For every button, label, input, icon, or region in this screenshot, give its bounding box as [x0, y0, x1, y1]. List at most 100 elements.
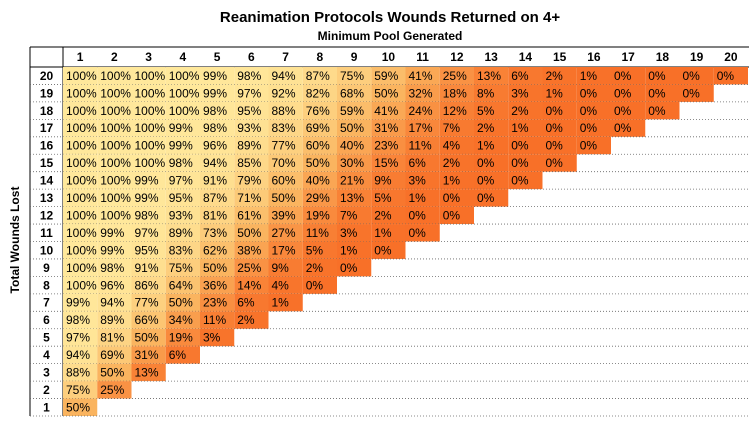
cell-bg [302, 276, 337, 294]
cell-bg [268, 154, 303, 172]
cell-bg [131, 154, 166, 172]
cell-value: 96% [203, 139, 227, 153]
cell-value: 62% [203, 243, 227, 257]
cell-bg [268, 119, 303, 137]
cell-value: 6% [511, 69, 529, 83]
cell-value: 100% [66, 261, 97, 275]
cell-value: 3% [203, 331, 221, 345]
column-header: 12 [450, 50, 464, 64]
cell-value: 50% [374, 86, 398, 100]
cell-value: 1% [340, 243, 358, 257]
cell-bg [542, 84, 577, 102]
column-header: 11 [416, 50, 429, 64]
cell-bg [165, 224, 200, 242]
cell-bg [474, 101, 509, 120]
cell-value: 50% [169, 296, 193, 310]
cell-value: 100% [135, 69, 166, 83]
cell-value: 7% [443, 121, 461, 135]
cell-bg [474, 67, 509, 85]
cell-value: 99% [135, 191, 159, 205]
cell-bg [439, 154, 474, 172]
cell-value: 6% [169, 348, 187, 362]
cell-value: 100% [100, 121, 131, 135]
cell-bg [234, 206, 269, 225]
cell-bg [371, 84, 406, 102]
cell-bg [337, 84, 372, 102]
cell-bg [337, 206, 372, 225]
cell-bg [97, 136, 132, 155]
cell-bg [268, 67, 303, 85]
cell-value: 83% [169, 243, 193, 257]
cell-value: 19% [306, 208, 330, 222]
cell-value: 6% [237, 296, 255, 310]
cell-value: 0% [717, 69, 735, 83]
cell-bg [302, 136, 337, 155]
cell-bg [302, 224, 337, 242]
cell-value: 99% [100, 243, 124, 257]
cell-value: 40% [340, 139, 364, 153]
cell-value: 50% [203, 261, 227, 275]
cell-value: 0% [614, 69, 632, 83]
cell-bg [234, 293, 269, 312]
cell-value: 0% [340, 261, 358, 275]
cell-value: 14% [237, 278, 261, 292]
cell-value: 8% [477, 86, 495, 100]
cell-bg [234, 84, 269, 102]
cell-value: 69% [100, 348, 124, 362]
cell-bg [165, 171, 200, 190]
cell-value: 0% [546, 121, 564, 135]
cell-bg [302, 241, 337, 259]
cell-value: 0% [580, 139, 598, 153]
cell-value: 87% [306, 69, 330, 83]
cell-bg [302, 67, 337, 85]
row-header: 4 [43, 348, 50, 362]
cell-bg [200, 241, 235, 259]
cell-value: 98% [135, 208, 159, 222]
cell-bg [131, 189, 166, 207]
cell-bg [200, 84, 235, 102]
cell-value: 82% [306, 86, 330, 100]
cell-value: 98% [169, 156, 193, 170]
cell-value: 100% [100, 174, 131, 188]
cell-bg [131, 136, 166, 155]
cell-bg [371, 101, 406, 120]
cell-value: 100% [100, 86, 131, 100]
cell-value: 91% [135, 261, 159, 275]
cell-value: 0% [580, 104, 598, 118]
cell-bg [302, 84, 337, 102]
cell-value: 97% [135, 226, 159, 240]
cell-bg [679, 84, 714, 102]
cell-value: 13% [340, 191, 364, 205]
cell-bg [268, 136, 303, 155]
row-header: 19 [40, 86, 54, 100]
cell-value: 50% [272, 191, 296, 205]
cell-bg [97, 381, 132, 399]
cell-bg [97, 328, 132, 347]
column-header: 1 [77, 50, 84, 64]
column-header: 16 [587, 50, 601, 64]
cell-value: 15% [374, 156, 398, 170]
cell-bg [611, 84, 646, 102]
cell-value: 9% [272, 261, 290, 275]
cell-value: 98% [100, 261, 124, 275]
cell-bg [234, 241, 269, 259]
cell-value: 0% [683, 86, 701, 100]
cell-value: 100% [66, 69, 97, 83]
cell-bg [542, 154, 577, 172]
column-header: 18 [656, 50, 670, 64]
cell-bg [439, 84, 474, 102]
cell-bg [508, 67, 543, 85]
cell-value: 36% [203, 278, 227, 292]
cell-value: 50% [340, 121, 364, 135]
cell-value: 1% [443, 174, 461, 188]
cell-bg [63, 119, 98, 137]
cell-bg [63, 276, 98, 294]
cell-value: 89% [100, 313, 124, 327]
cell-value: 19% [169, 331, 193, 345]
cell-value: 100% [135, 139, 166, 153]
cell-value: 95% [135, 243, 159, 257]
cell-bg [371, 154, 406, 172]
cell-bg [371, 206, 406, 225]
cell-value: 2% [374, 208, 392, 222]
cell-value: 73% [203, 226, 227, 240]
